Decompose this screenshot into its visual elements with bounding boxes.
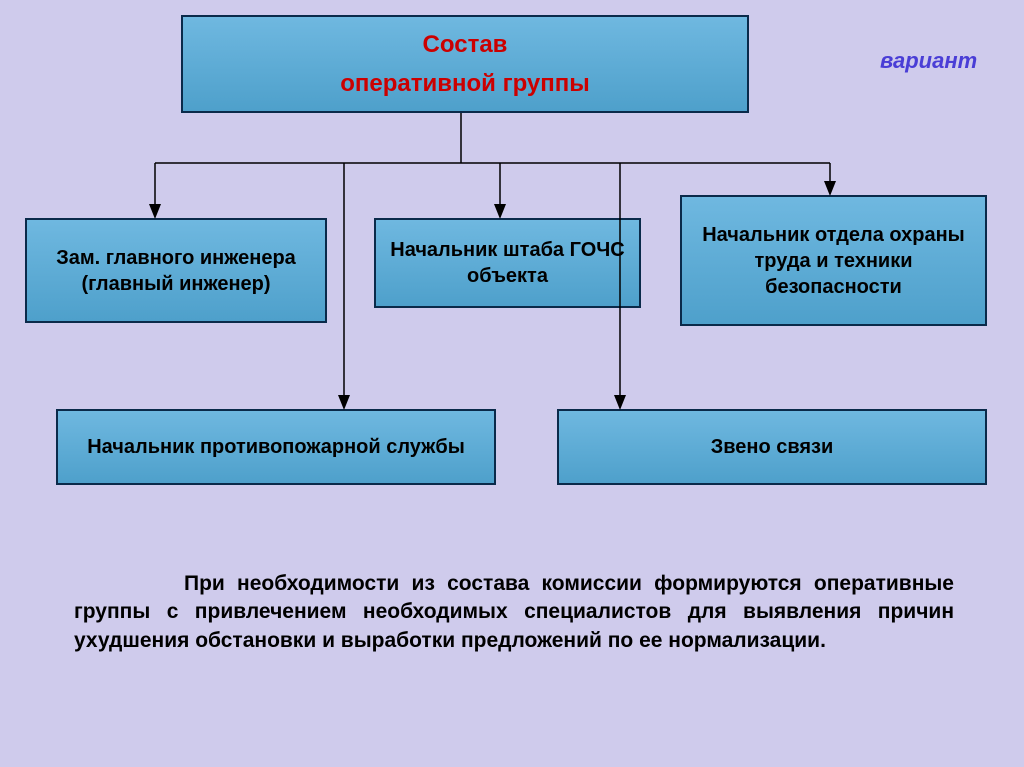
node-label: Начальник штаба ГОЧС объекта (390, 237, 625, 289)
node-head-staff-gochs: Начальник штаба ГОЧС объекта (374, 218, 641, 308)
node-label-line2: труда и техники безопасности (696, 248, 971, 300)
bottom-paragraph-text: При необходимости из состава комиссии фо… (74, 570, 954, 655)
title-box: Состав оперативной группы (181, 15, 749, 113)
node-head-safety-dept: Начальник отдела охраны труда и техники … (680, 195, 987, 326)
title-line1: Состав (423, 29, 508, 60)
node-label-line1: Начальник отдела охраны (702, 222, 965, 248)
node-label: Звено связи (711, 434, 834, 460)
variant-label: вариант (880, 48, 977, 74)
node-label: Начальник противопожарной службы (87, 434, 465, 460)
node-comm-link: Звено связи (557, 409, 987, 485)
title-line2: оперативной группы (340, 68, 590, 99)
node-label: Зам. главного инженера (главный инженер) (41, 245, 311, 297)
node-fire-service-head: Начальник противопожарной службы (56, 409, 496, 485)
node-deputy-chief-engineer: Зам. главного инженера (главный инженер) (25, 218, 327, 323)
bottom-paragraph: При необходимости из состава комиссии фо… (74, 570, 954, 655)
